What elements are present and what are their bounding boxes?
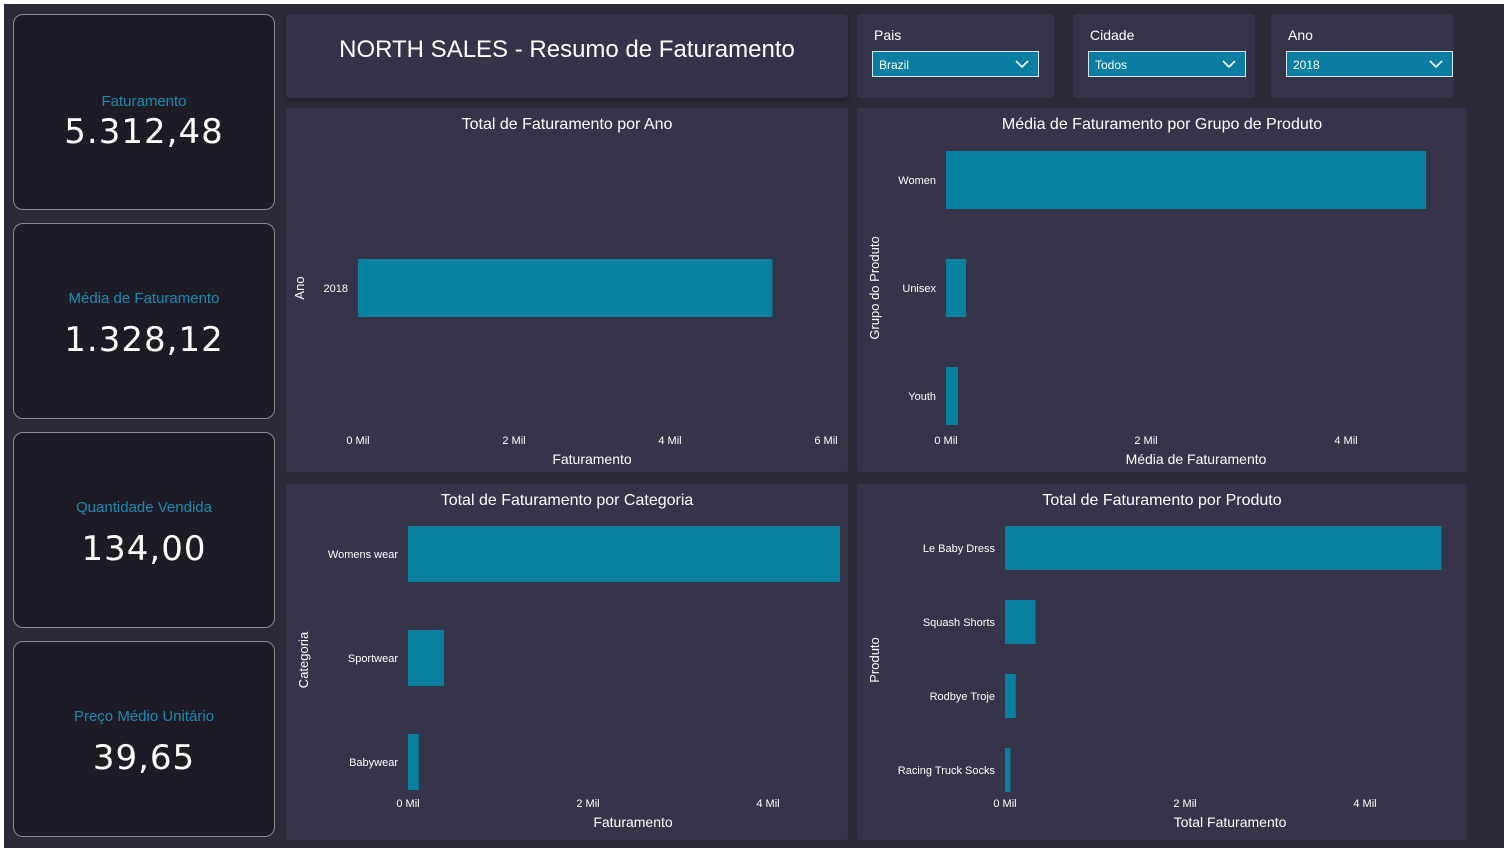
category-label: Women — [898, 175, 936, 187]
x-tick-label: 6 Mil — [814, 435, 837, 447]
x-tick-label: 4 Mil — [756, 798, 779, 810]
chevron-down-icon — [1429, 60, 1443, 69]
x-axis-title: Faturamento — [593, 814, 673, 830]
chart-faturamento-por-produto: Le Baby Dress Squash Shorts Rodbye Troje Ra… — [867, 526, 1442, 830]
pais-dropdown[interactable]: Brazil — [872, 51, 1039, 77]
chevron-down-icon — [1015, 60, 1029, 69]
dropdown-value: 2018 — [1293, 58, 1320, 72]
chart-title: Total de Faturamento por Produto — [1042, 492, 1282, 509]
chart-title: Total de Faturamento por Categoria — [440, 492, 694, 509]
kpi-label: Preço Médio Unitário — [73, 708, 215, 725]
bar-0 — [408, 526, 840, 582]
bar-0 — [358, 259, 773, 317]
filter-pais: Pais Brazil — [857, 14, 1054, 98]
chart-media-por-grupo: Women Unisex Youth 0 Mil 2 Mil 4 Mil Média de … — [867, 151, 1426, 467]
chart-panel-ano[interactable]: Total de Faturamento por Ano 2018 0 Mil 2 … — [286, 108, 848, 472]
category-label: 2018 — [324, 283, 348, 295]
x-axis-title: Total Faturamento — [1174, 814, 1287, 830]
kpi-card-preco-medio[interactable]: Preço Médio Unitário 39,65 — [13, 641, 275, 837]
kpi-card-media-faturamento[interactable]: Média de Faturamento 1.328,12 — [13, 223, 275, 419]
filter-label: Pais — [874, 27, 902, 43]
filter-cidade: Cidade Todos — [1073, 14, 1255, 98]
x-tick-label: 2 Mil — [1134, 435, 1157, 447]
kpi-label: Quantidade Vendida — [76, 499, 212, 516]
kpi-label: Média de Faturamento — [68, 290, 220, 307]
x-tick-label: 2 Mil — [576, 798, 599, 810]
chart-faturamento-por-categoria: Womens wear Sportwear Babywear 0 Mil 2 Mil 4 … — [296, 526, 840, 830]
report-canvas: Faturamento 5.312,48 Média de Faturament… — [4, 4, 1504, 848]
y-axis-title: Grupo do Produto — [867, 236, 882, 339]
y-axis-title: Produto — [867, 637, 882, 683]
x-tick-label: 0 Mil — [934, 435, 957, 447]
dropdown-value: Todos — [1095, 58, 1128, 72]
category-label: Le Baby Dress — [923, 543, 996, 555]
filter-label: Cidade — [1090, 27, 1135, 43]
category-label: Womens wear — [328, 549, 398, 561]
y-axis-title: Ano — [292, 276, 307, 299]
x-tick-label: 0 Mil — [993, 798, 1016, 810]
chart-panel-grupo[interactable]: Média de Faturamento por Grupo de Produt… — [857, 108, 1467, 472]
filter-label: Ano — [1288, 27, 1313, 43]
category-label: Youth — [908, 391, 936, 403]
bar-3 — [1005, 748, 1011, 792]
chart-title: Média de Faturamento por Grupo de Produt… — [1001, 116, 1323, 133]
category-label: Babywear — [349, 757, 398, 769]
kpi-value: 134,00 — [81, 529, 207, 569]
category-label: Rodbye Troje — [930, 691, 995, 703]
chart-panel-produto[interactable]: Total de Faturamento por Produto Le Baby… — [857, 484, 1467, 840]
page-title: NORTH SALES - Resumo de Faturamento — [339, 36, 795, 63]
bar-2 — [1005, 674, 1016, 718]
category-label: Unisex — [902, 283, 936, 295]
chart-faturamento-por-ano: 2018 0 Mil 2 Mil 4 Mil 6 Mil Faturamento Ano — [292, 259, 838, 467]
x-tick-label: 2 Mil — [1173, 798, 1196, 810]
x-axis-title: Média de Faturamento — [1126, 451, 1267, 467]
x-tick-label: 4 Mil — [1353, 798, 1376, 810]
title-panel: NORTH SALES - Resumo de Faturamento — [286, 14, 848, 98]
category-label: Racing Truck Socks — [898, 765, 996, 777]
bar-1 — [1005, 600, 1036, 644]
x-tick-label: 4 Mil — [1334, 435, 1357, 447]
filter-ano: Ano 2018 — [1271, 14, 1453, 98]
kpi-label: Faturamento — [101, 93, 187, 110]
dropdown-value: Brazil — [879, 58, 910, 72]
bar-2 — [946, 367, 958, 425]
x-tick-label: 2 Mil — [502, 435, 525, 447]
chart-title: Total de Faturamento por Ano — [461, 116, 673, 133]
ano-dropdown[interactable]: 2018 — [1286, 51, 1453, 77]
x-tick-label: 0 Mil — [346, 435, 369, 447]
bar-1 — [408, 630, 444, 686]
chevron-down-icon — [1222, 60, 1236, 69]
kpi-value: 1.328,12 — [64, 320, 224, 360]
bar-0 — [1005, 526, 1442, 570]
x-tick-label: 4 Mil — [658, 435, 681, 447]
cidade-dropdown[interactable]: Todos — [1088, 51, 1246, 77]
kpi-value: 39,65 — [92, 738, 196, 778]
category-label: Sportwear — [348, 653, 398, 665]
x-tick-label: 0 Mil — [396, 798, 419, 810]
category-label: Squash Shorts — [923, 617, 996, 629]
chart-panel-categoria[interactable]: Total de Faturamento por Categoria Women… — [286, 484, 848, 840]
kpi-value: 5.312,48 — [64, 112, 224, 152]
x-axis-title: Faturamento — [552, 451, 632, 467]
bar-0 — [946, 151, 1426, 209]
kpi-card-faturamento[interactable]: Faturamento 5.312,48 — [13, 14, 275, 210]
y-axis-title: Categoria — [296, 631, 311, 688]
bar-1 — [946, 259, 966, 317]
kpi-card-quantidade-vendida[interactable]: Quantidade Vendida 134,00 — [13, 432, 275, 628]
bar-2 — [408, 734, 419, 790]
